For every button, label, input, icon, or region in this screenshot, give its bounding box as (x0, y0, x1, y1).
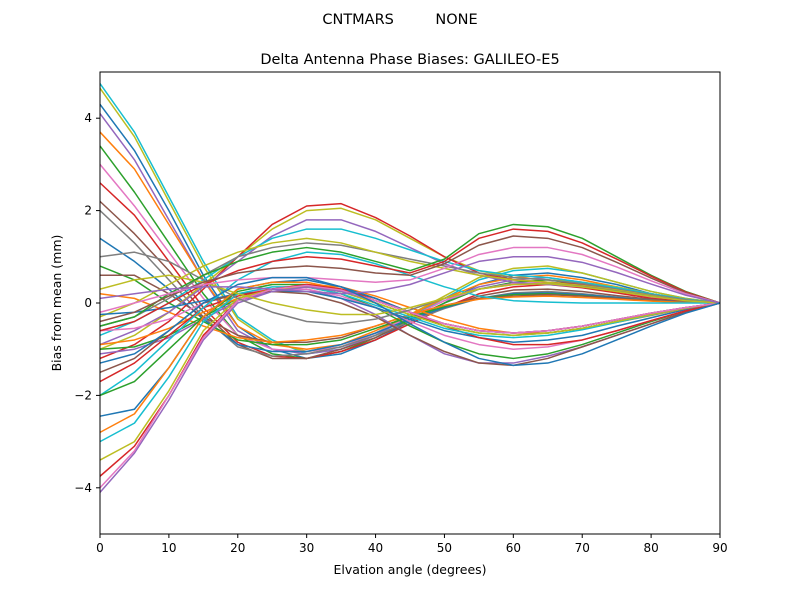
y-tick-label: 2 (84, 204, 92, 218)
series-layer (99, 83, 721, 493)
x-tick-label: 80 (643, 541, 658, 555)
y-axis-label: Bias from mean (mm) (49, 235, 64, 372)
series-line-24 (99, 290, 721, 344)
x-tick-label: 30 (299, 541, 314, 555)
chart-suptitle: CNTMARS NONE (322, 12, 477, 28)
y-tick-label: 0 (84, 296, 92, 310)
y-tick-label: −4 (74, 481, 92, 495)
series-line-20 (99, 237, 721, 318)
series-line-31 (99, 286, 721, 443)
series-line-39 (99, 223, 721, 327)
x-tick-label: 20 (230, 541, 245, 555)
chart-title: Delta Antenna Phase Biases: GALILEO-E5 (260, 52, 559, 68)
x-tick-label: 60 (506, 541, 521, 555)
y-tick-label: 4 (84, 111, 92, 125)
x-tick-label: 50 (437, 541, 452, 555)
y-tick-label: −2 (74, 388, 92, 402)
x-tick-label: 10 (161, 541, 176, 555)
plot-frame (99, 71, 721, 535)
series-line-44 (99, 276, 721, 367)
x-tick-label: 40 (368, 541, 383, 555)
x-tick-label: 90 (712, 541, 727, 555)
ticks-layer: 0 10 20 30 40 50 60 70 80 90 −4 −2 0 2 4 (74, 111, 727, 555)
x-axis-label: Elvation angle (degrees) (333, 562, 486, 577)
series-line-41 (99, 235, 721, 323)
series-line-36 (99, 284, 721, 489)
series-line-33 (99, 286, 721, 461)
series-line-43 (99, 256, 721, 304)
x-tick-label: 70 (575, 541, 590, 555)
x-tick-label: 0 (96, 541, 104, 555)
series-line-42 (99, 246, 721, 313)
